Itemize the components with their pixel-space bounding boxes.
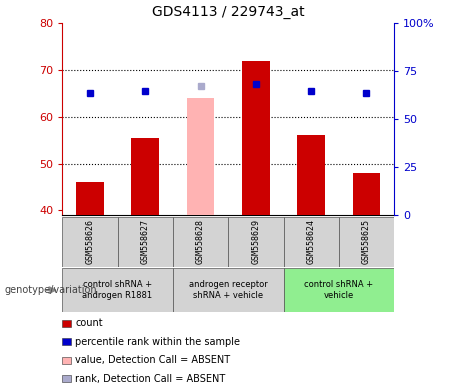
Bar [353, 173, 380, 215]
Bar [62, 217, 118, 267]
Bar [339, 217, 394, 267]
Bar [297, 136, 325, 215]
Title: GDS4113 / 229743_at: GDS4113 / 229743_at [152, 5, 305, 19]
Text: GSM558625: GSM558625 [362, 220, 371, 265]
Text: GSM558628: GSM558628 [196, 220, 205, 265]
Text: control shRNA +
vehicle: control shRNA + vehicle [304, 280, 373, 300]
Bar [131, 138, 159, 215]
Bar [173, 217, 228, 267]
Bar [284, 217, 339, 267]
Bar [187, 98, 214, 215]
Bar [284, 268, 394, 312]
Text: GSM558626: GSM558626 [85, 220, 95, 265]
Text: androgen receptor
shRNA + vehicle: androgen receptor shRNA + vehicle [189, 280, 267, 300]
Text: control shRNA +
androgen R1881: control shRNA + androgen R1881 [83, 280, 153, 300]
Text: count: count [75, 318, 103, 328]
Text: genotype/variation: genotype/variation [5, 285, 97, 295]
Text: GSM558624: GSM558624 [307, 220, 316, 265]
Text: rank, Detection Call = ABSENT: rank, Detection Call = ABSENT [75, 374, 225, 384]
Bar [62, 268, 173, 312]
Bar [173, 268, 284, 312]
Bar [76, 182, 104, 215]
Bar [118, 217, 173, 267]
Bar [242, 61, 270, 215]
Text: percentile rank within the sample: percentile rank within the sample [75, 337, 240, 347]
Bar [228, 217, 284, 267]
Text: GSM558629: GSM558629 [251, 220, 260, 265]
Text: value, Detection Call = ABSENT: value, Detection Call = ABSENT [75, 355, 230, 365]
Text: GSM558627: GSM558627 [141, 220, 150, 265]
